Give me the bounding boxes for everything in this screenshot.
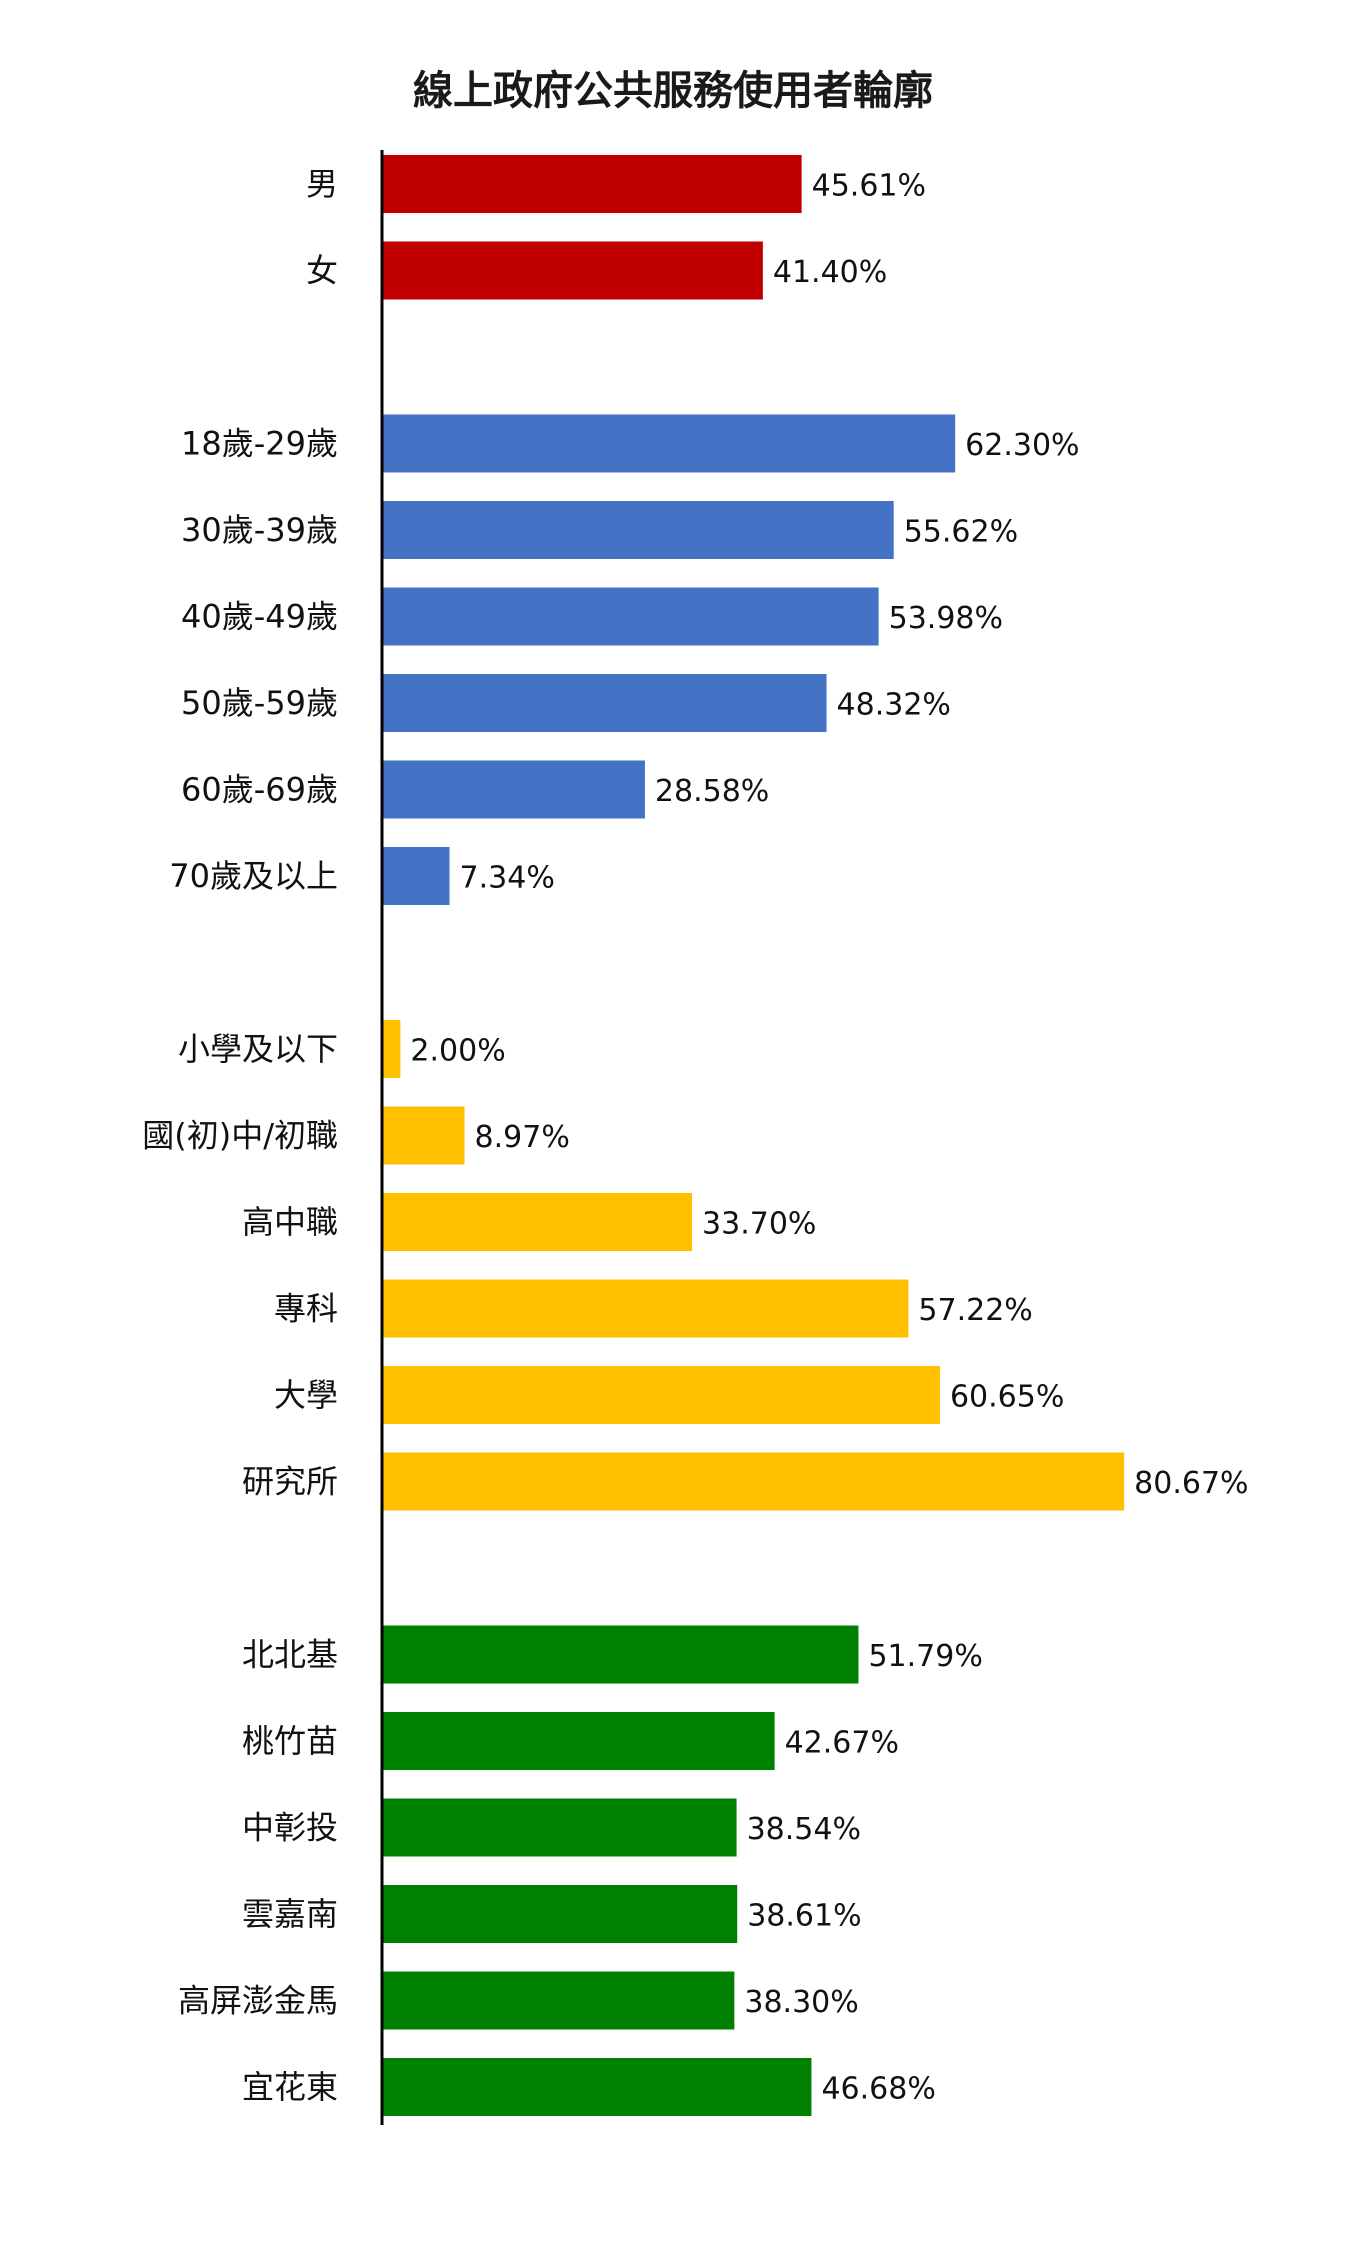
bar — [382, 2058, 812, 2116]
value-label: 42.67% — [785, 1726, 899, 1761]
bar — [382, 760, 645, 819]
value-label: 51.79% — [868, 1639, 982, 1674]
category-label: 高中職 — [242, 1203, 338, 1241]
value-label: 60.65% — [950, 1380, 1064, 1415]
bar — [382, 1452, 1125, 1511]
category-label: 18歲-29歲 — [181, 425, 338, 463]
category-label: 中彰投 — [242, 1809, 338, 1847]
value-label: 45.61% — [812, 169, 926, 204]
value-label: 33.70% — [702, 1207, 816, 1242]
bar — [382, 1279, 909, 1338]
value-label: 38.61% — [747, 1899, 861, 1934]
bar — [382, 847, 450, 905]
bar — [382, 1020, 401, 1078]
value-label: 55.62% — [904, 515, 1018, 550]
bar — [382, 1971, 735, 2030]
category-label: 宜花東 — [242, 2068, 338, 2106]
value-label: 80.67% — [1134, 1466, 1248, 1501]
category-label: 40歲-49歲 — [181, 598, 338, 636]
category-label: 60歲-69歲 — [181, 771, 338, 809]
category-label: 專科 — [274, 1290, 338, 1328]
bar — [382, 241, 763, 300]
value-label: 48.32% — [837, 688, 951, 723]
bar — [382, 1625, 859, 1684]
category-label: 70歲及以上 — [169, 857, 338, 895]
chart-title: 線上政府公共服務使用者輪廓 — [413, 68, 933, 114]
category-label: 男 — [306, 165, 338, 203]
bar — [382, 414, 956, 473]
category-label: 雲嘉南 — [242, 1895, 338, 1933]
bar — [382, 1885, 738, 1943]
value-label: 8.97% — [475, 1120, 570, 1155]
bar — [382, 501, 894, 559]
bar — [382, 1798, 737, 1857]
value-label: 38.30% — [744, 1985, 858, 2020]
value-label: 41.40% — [773, 255, 887, 290]
category-label: 桃竹苗 — [242, 1722, 338, 1760]
value-label: 57.22% — [918, 1293, 1032, 1328]
category-label: 小學及以下 — [178, 1030, 338, 1068]
bars-layer: 男 45.61% 女 41.40% 18歲-29歲 62.30% 30歲-39歲 55.62%… — [142, 155, 1249, 2116]
value-label: 28.58% — [655, 774, 769, 809]
bar — [382, 674, 827, 732]
value-label: 62.30% — [965, 428, 1079, 463]
category-label: 大學 — [274, 1376, 338, 1414]
category-label: 北北基 — [242, 1636, 338, 1674]
category-label: 30歲-39歲 — [181, 511, 338, 549]
bar — [382, 1712, 775, 1770]
value-label: 2.00% — [410, 1034, 505, 1069]
category-label: 高屏澎金馬 — [178, 1982, 338, 2020]
category-label: 50歲-59歲 — [181, 684, 338, 722]
category-label: 女 — [306, 252, 338, 290]
value-label: 53.98% — [889, 601, 1003, 636]
category-label: 研究所 — [242, 1463, 338, 1501]
bar — [382, 1193, 693, 1251]
value-label: 46.68% — [821, 2072, 935, 2107]
value-label: 38.54% — [747, 1812, 861, 1847]
bar — [382, 1106, 465, 1165]
bar — [382, 155, 802, 213]
bar — [382, 587, 879, 646]
value-label: 7.34% — [460, 861, 555, 896]
category-label: 國(初)中/初職 — [142, 1117, 338, 1155]
bar — [382, 1366, 940, 1424]
